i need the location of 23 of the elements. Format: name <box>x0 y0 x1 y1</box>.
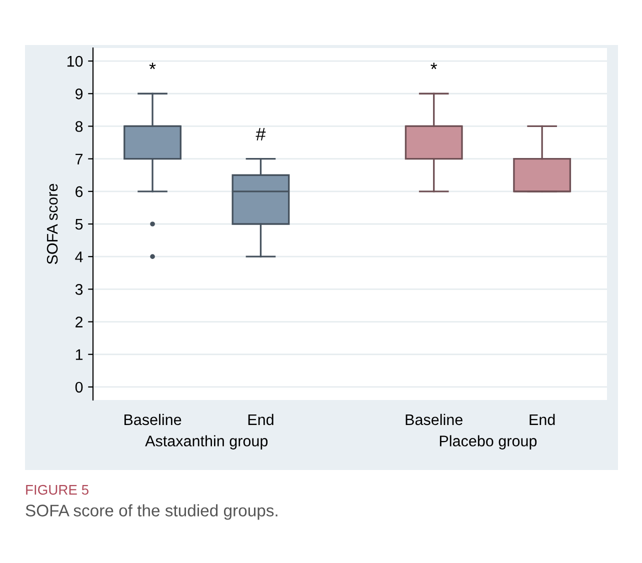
y-axis-title: SOFA score <box>46 184 58 264</box>
text: Astaxanthin group <box>145 435 268 450</box>
y-tick-label: 5 <box>75 219 83 230</box>
text: SOFA score of the studied groups. <box>26 504 278 520</box>
annotation: # <box>256 128 266 140</box>
y-tick-label: 9 <box>76 88 83 100</box>
y-tick-label: 4 <box>75 252 83 262</box>
y-tick-label: 0 <box>75 382 83 393</box>
y-tick-label: 10 <box>67 56 83 67</box>
text: Placebo group <box>440 435 537 450</box>
y-tick-label: 7 <box>76 154 83 164</box>
x-tick-label: Baseline <box>406 414 462 426</box>
x-tick-label: End <box>530 414 555 426</box>
y-tick-label: 6 <box>76 186 83 198</box>
y-tick-label: 8 <box>75 121 83 132</box>
y-tick-label: 2 <box>76 316 83 328</box>
annotation: * <box>149 62 156 70</box>
caption: FIGURE 5 <box>26 484 88 495</box>
annotation: * <box>430 62 438 70</box>
y-tick-label: 3 <box>75 284 83 295</box>
x-tick-label: Baseline <box>124 414 182 426</box>
y-tick-label: 1 <box>76 349 83 360</box>
x-tick-label: End <box>248 414 274 426</box>
